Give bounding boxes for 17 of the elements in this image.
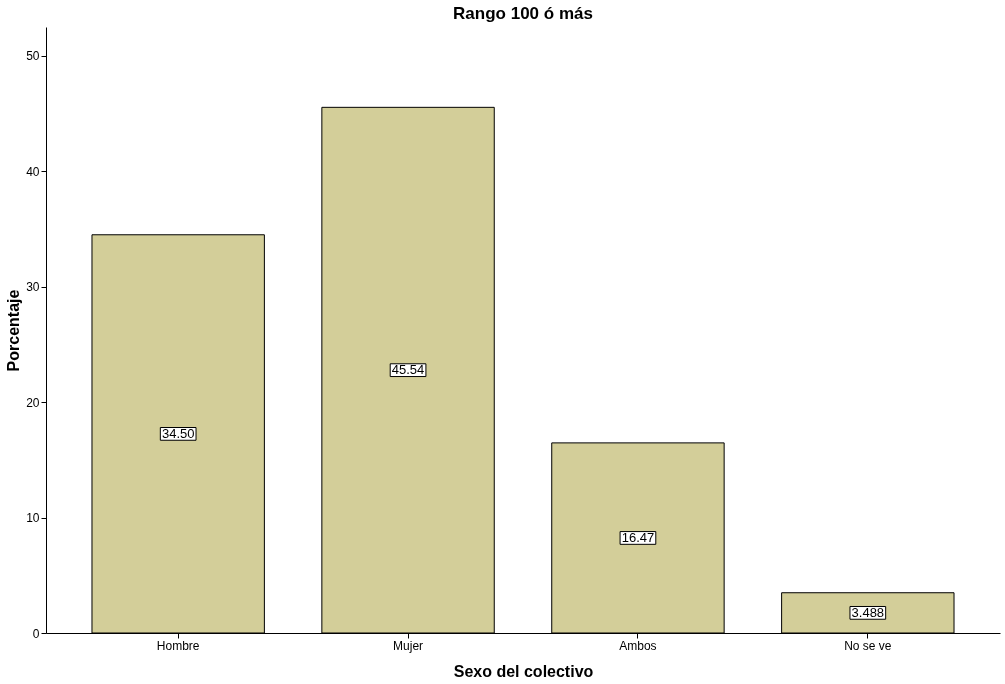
y-tick-label: 40 [26, 164, 40, 179]
data-label: 16.47 [621, 529, 655, 545]
y-tick-label: 10 [26, 511, 40, 526]
y-axis-title: Porcentaje [5, 289, 23, 372]
x-tick-label: Ambos [619, 638, 657, 653]
chart-title: Rango 100 ó más [453, 4, 593, 23]
y-tick-label: 30 [26, 280, 40, 295]
data-label: 3.488 [851, 604, 885, 620]
y-tick-label: 50 [26, 49, 40, 64]
data-label: 34.50 [161, 425, 195, 441]
y-tick-label: 20 [26, 395, 40, 410]
data-label: 45.54 [391, 362, 425, 378]
x-tick-label: Mujer [393, 638, 424, 653]
y-tick-label: 0 [32, 626, 40, 641]
x-tick-label: No se ve [844, 638, 892, 653]
x-axis-title: Sexo del colectivo [453, 662, 594, 680]
x-tick-label: Hombre [156, 638, 200, 653]
